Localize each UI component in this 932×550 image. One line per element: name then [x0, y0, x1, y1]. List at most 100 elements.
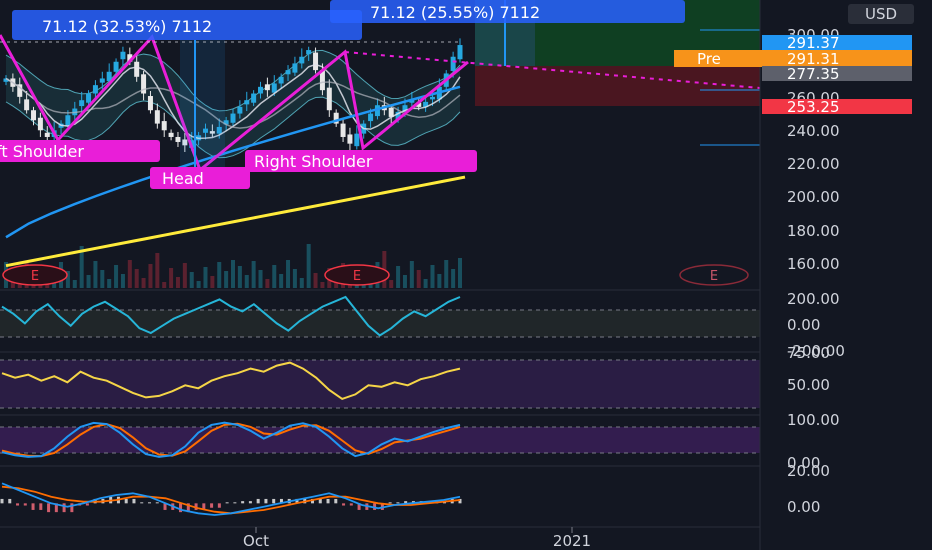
earnings-marker[interactable]: E [679, 264, 749, 286]
candle-body [306, 50, 312, 55]
price-tag-last [762, 35, 912, 51]
candle-body [264, 84, 270, 91]
measurement-box [12, 10, 362, 40]
volume-bar [203, 267, 208, 288]
candle-body [340, 123, 346, 137]
volume-bar [313, 273, 318, 288]
candle-body [319, 70, 325, 91]
macd-hist-bar [404, 501, 408, 504]
macd-hist-bar [295, 498, 299, 504]
earnings-letter: E [31, 269, 39, 284]
neckline-projection [344, 51, 761, 89]
measure-box [180, 40, 225, 170]
candle-body [154, 110, 160, 124]
volume-bar [120, 274, 125, 288]
candle-body [368, 113, 374, 122]
volume-bar [306, 244, 311, 288]
earnings-marker[interactable]: E [324, 264, 390, 286]
volume-bar [402, 275, 407, 288]
macd-hist-bar [311, 498, 315, 504]
price-axis-background [760, 0, 932, 550]
volume-bar [416, 270, 421, 288]
measurement-label: 71.12 (25.55%) 7112 [370, 3, 540, 22]
volume-bar [396, 266, 401, 288]
time-label: Oct [243, 532, 269, 550]
volume-bar [244, 275, 249, 288]
stop-zone [475, 66, 760, 106]
volume-bar [127, 260, 132, 288]
volume-bars [4, 244, 462, 288]
price-tag-stop [762, 99, 912, 114]
macd-hist-bar [233, 502, 237, 504]
volume-bar [114, 265, 119, 288]
pattern-label-left-shoulder[interactable]: ft Shoulder [0, 140, 160, 162]
price-tick: 200.00 [787, 188, 840, 206]
volume-bar [279, 274, 284, 288]
price-tag-level [762, 66, 912, 81]
volume-bar [437, 274, 442, 288]
macd-hist-bar [179, 503, 183, 513]
cci-pane[interactable] [0, 295, 760, 338]
moving-averages [5, 63, 466, 268]
volume-bar [196, 281, 201, 288]
measurement-label: 71.12 (32.53%) 7112 [42, 17, 212, 36]
macd-hist-bar [225, 502, 229, 504]
volume-bar [265, 279, 270, 288]
cci-tick: -200.00 [787, 342, 845, 360]
macd-pane[interactable] [0, 482, 462, 516]
volume-bar [292, 269, 297, 288]
candle-body [120, 51, 126, 60]
stoch-k-line [1, 421, 461, 458]
measurement-box [330, 0, 685, 23]
volume-bar [189, 272, 194, 288]
macd-hist-bar [388, 502, 392, 504]
pattern-label-head[interactable]: Head [150, 167, 250, 189]
macd-hist-bar [272, 498, 276, 504]
currency-badge[interactable] [848, 4, 914, 24]
candle-body [209, 131, 215, 134]
rsi-pane[interactable] [0, 359, 760, 409]
measurement-1[interactable]: 71.12 (32.53%) 7112 [12, 10, 362, 40]
time-axis[interactable]: Oct 2021 [243, 527, 591, 550]
candle-body [147, 96, 153, 111]
macd-hist-bar [124, 498, 128, 504]
candle-body [244, 100, 250, 105]
pattern-label-box [245, 150, 477, 172]
macd-hist-bar [0, 498, 4, 504]
candle-body [106, 71, 112, 81]
pattern-label-right-shoulder[interactable]: Right Shoulder [245, 150, 477, 172]
rsi-tick: 50.00 [787, 376, 830, 394]
volume-bar [272, 265, 277, 288]
candle-body [99, 78, 105, 83]
candle-body [429, 96, 435, 100]
macd-hist-bar [132, 498, 136, 504]
candle-body [251, 93, 257, 103]
candle-body [450, 56, 456, 71]
candle-body [182, 139, 188, 146]
price-tag-value: 253.25 [787, 98, 840, 116]
price-tag-label: Pre [697, 50, 721, 68]
time-label: 2021 [553, 532, 591, 550]
ma-mid-line [5, 77, 461, 129]
macd-hist-bar [458, 498, 462, 504]
candle-body [17, 84, 23, 97]
volume-bar [444, 260, 449, 288]
stoch-pane[interactable] [0, 421, 760, 458]
volume-bar [210, 276, 215, 288]
macd-hist-bar [373, 503, 377, 510]
candle-body [168, 132, 174, 137]
earnings-marker[interactable]: E [2, 264, 68, 286]
macd-hist-bar [31, 503, 35, 510]
candle-body [24, 99, 30, 111]
volume-bar [141, 278, 146, 288]
volume-bar [237, 266, 242, 288]
stoch-tick: 0.00 [787, 454, 820, 472]
macd-hist-bar [396, 502, 400, 504]
candle-body [333, 112, 339, 124]
macd-hist-bar [326, 498, 330, 504]
measurement-2[interactable]: 71.12 (25.55%) 7112 [330, 0, 685, 23]
earnings-badge [2, 264, 68, 286]
macd-hist-bar [202, 503, 206, 510]
price-axis[interactable]: USD 300.00 260.00 240.00 220.00 200.00 1… [674, 0, 932, 550]
